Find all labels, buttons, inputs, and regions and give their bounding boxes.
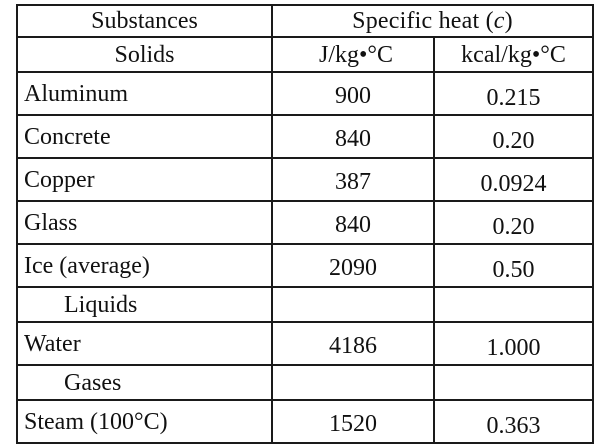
section-row-gases: Gases (16, 364, 595, 401)
table-row: Water 4186 1.000 (16, 321, 595, 366)
section-header-gases: Gases (16, 364, 273, 401)
header-solids: Solids (16, 36, 273, 73)
specific-heat-si: 387 (271, 157, 435, 202)
specific-heat-table-container: Substances Specific heat (c) Solids J/kg… (16, 4, 595, 444)
section-row-liquids: Liquids (16, 286, 595, 323)
header-specific-heat-text: Specific heat (c) (352, 8, 513, 34)
specific-heat-kcal: 0.20 (432, 114, 595, 159)
specific-heat-si: 840 (271, 114, 435, 159)
table-header-row: Substances Specific heat (c) (16, 4, 595, 38)
header-unit-kcal: kcal/kg•°C (432, 36, 595, 73)
table-subheader-row: Solids J/kg•°C kcal/kg•°C (16, 36, 595, 73)
table-row: Glass 840 0.20 (16, 200, 595, 245)
empty-cell (432, 364, 595, 401)
header-substances: Substances (16, 4, 273, 38)
specific-heat-si: 1520 (271, 399, 435, 444)
substance-name: Steam (100°C) (16, 399, 273, 444)
table-row: Copper 387 0.0924 (16, 157, 595, 202)
header-specific-heat: Specific heat (c) (270, 4, 595, 38)
specific-heat-table: Substances Specific heat (c) Solids J/kg… (16, 4, 595, 444)
specific-heat-kcal: 0.20 (432, 200, 595, 245)
specific-heat-si: 2090 (271, 243, 435, 288)
specific-heat-kcal: 0.0924 (432, 157, 595, 202)
table-row: Steam (100°C) 1520 0.363 (16, 399, 595, 444)
substance-name: Glass (16, 200, 273, 245)
specific-heat-si: 840 (271, 200, 435, 245)
specific-heat-si: 900 (271, 71, 435, 116)
specific-heat-kcal: 1.000 (432, 321, 595, 366)
table-row: Concrete 840 0.20 (16, 114, 595, 159)
empty-cell (271, 286, 435, 323)
substance-name: Water (16, 321, 273, 366)
specific-heat-symbol: c (493, 8, 505, 34)
empty-cell (432, 286, 595, 323)
section-header-liquids: Liquids (16, 286, 273, 323)
substance-name: Copper (16, 157, 273, 202)
specific-heat-kcal: 0.215 (432, 71, 595, 116)
specific-heat-kcal: 0.50 (432, 243, 595, 288)
table-row: Ice (average) 2090 0.50 (16, 243, 595, 288)
table-row: Aluminum 900 0.215 (16, 71, 595, 116)
specific-heat-si: 4186 (271, 321, 435, 366)
header-unit-si: J/kg•°C (271, 36, 435, 73)
substance-name: Concrete (16, 114, 273, 159)
substance-name: Aluminum (16, 71, 273, 116)
empty-cell (271, 364, 435, 401)
substance-name: Ice (average) (16, 243, 273, 288)
specific-heat-kcal: 0.363 (432, 399, 595, 444)
